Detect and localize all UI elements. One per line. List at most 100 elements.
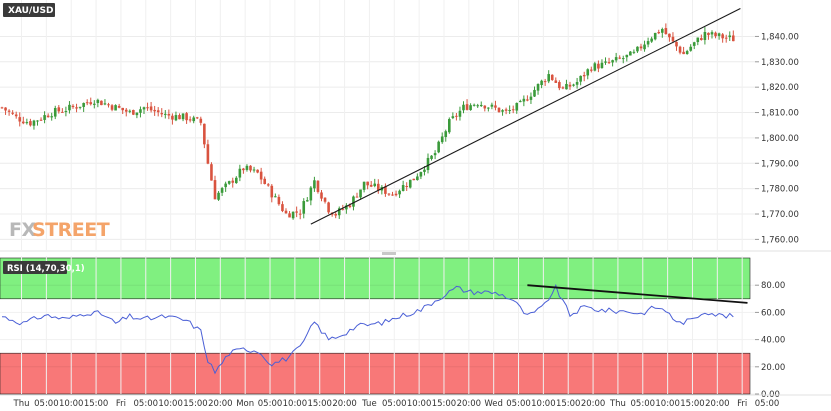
candle-body <box>206 144 210 164</box>
rsi-x-grid <box>21 256 743 394</box>
candle-body <box>245 165 249 170</box>
candle-body <box>384 186 387 194</box>
candle-body <box>135 112 139 116</box>
x-tick-label: 20:00 <box>332 399 357 409</box>
candle-body <box>508 110 511 112</box>
candle-body <box>668 33 671 38</box>
candle-body <box>11 112 14 114</box>
candle-body <box>36 120 39 122</box>
candle-body <box>220 188 224 193</box>
candle-body <box>483 105 487 109</box>
price-pane: FX STREET 1,760.00 1,770.00 1,780.00 1,790.… <box>0 0 799 250</box>
candle-body <box>85 102 89 104</box>
candle-body <box>646 41 650 45</box>
candle-body <box>444 131 448 138</box>
candle-body <box>653 32 657 40</box>
candle-body <box>263 178 266 184</box>
candle-body <box>494 105 497 108</box>
candle-body <box>685 51 689 55</box>
candle-body <box>103 103 107 105</box>
x-tick-label: 15:00 <box>183 399 208 409</box>
candle-body <box>316 180 320 192</box>
x-tick-label: 10:00 <box>531 399 556 409</box>
candle-body <box>607 62 611 64</box>
candle-body <box>160 113 164 115</box>
candle-body <box>313 180 316 189</box>
candle-body <box>462 104 465 111</box>
candle-body <box>476 105 479 107</box>
candle-body <box>4 107 7 111</box>
x-tick-label: 15:00 <box>307 399 332 409</box>
candle-body <box>213 180 217 200</box>
x-axis: WedThu05:0010:0015:00Fri05:0010:0015:002… <box>13 399 780 409</box>
x-tick-label: 15:00 <box>432 399 457 409</box>
candle-body <box>61 111 64 113</box>
x-tick-label: 10:00 <box>158 399 183 409</box>
candle-body <box>558 82 561 89</box>
candle-body <box>479 104 483 107</box>
rsi-overbought-zone <box>0 257 751 300</box>
price-pane-background <box>0 0 755 250</box>
rsi-line <box>1 283 734 375</box>
candle-body <box>657 32 661 34</box>
pane-resize-handle[interactable] <box>382 252 396 255</box>
candle-body <box>621 58 625 60</box>
x-tick-label: Thu <box>13 399 30 409</box>
candle-body <box>717 33 721 36</box>
price-tick-label: 1,800.00 <box>761 134 799 144</box>
candle-body <box>199 118 203 123</box>
candle-body <box>469 105 472 111</box>
x-tick-label: 05:00 <box>506 399 531 409</box>
candle-body <box>519 101 522 103</box>
x-tick-label: 05:00 <box>631 399 656 409</box>
candle-body <box>341 208 345 210</box>
candle-body <box>75 107 78 109</box>
candle-body <box>78 106 82 108</box>
candle-body <box>661 29 664 33</box>
candle-body <box>46 115 50 118</box>
candle-body <box>487 107 490 109</box>
watermark: FX STREET <box>9 219 110 241</box>
candle-body <box>671 36 675 42</box>
candle-body <box>440 136 444 143</box>
candle-body <box>117 105 121 108</box>
candle-body <box>533 89 536 97</box>
price-tick-label: 1,810.00 <box>761 109 799 119</box>
candle-body <box>565 83 568 90</box>
candle-body <box>291 211 295 219</box>
candle-body <box>192 117 195 122</box>
candle-body <box>728 35 732 38</box>
candle-body <box>590 69 593 71</box>
candle-body <box>71 105 75 108</box>
candle-body <box>398 190 401 195</box>
candle-body <box>604 61 607 63</box>
price-tick-label: 1,770.00 <box>761 210 799 220</box>
candle-body <box>348 205 352 208</box>
candle-body <box>419 172 423 177</box>
candle-body <box>224 183 227 188</box>
candle-body <box>522 98 526 102</box>
candle-body <box>14 114 18 117</box>
candle-body <box>227 181 231 184</box>
candle-body <box>568 84 572 87</box>
rsi-tick-label: 80.00 <box>761 281 785 291</box>
candle-body <box>274 196 277 198</box>
candle-body <box>352 196 355 207</box>
candle-body <box>259 171 263 180</box>
candle-body <box>561 87 565 89</box>
candle-body <box>692 42 696 46</box>
candle-body <box>529 96 533 100</box>
candle-body <box>309 187 313 201</box>
candle-body <box>458 110 462 117</box>
price-trendline <box>310 8 741 225</box>
candle-body <box>639 46 643 49</box>
symbol-badge-box <box>3 3 55 17</box>
candle-body <box>82 102 85 107</box>
candle-body <box>401 185 405 191</box>
candle-body <box>178 115 181 120</box>
candle-body <box>50 116 53 118</box>
candle-body <box>146 107 149 109</box>
candle-body <box>636 46 639 52</box>
candle-body <box>593 63 597 71</box>
candle-body <box>306 200 309 202</box>
